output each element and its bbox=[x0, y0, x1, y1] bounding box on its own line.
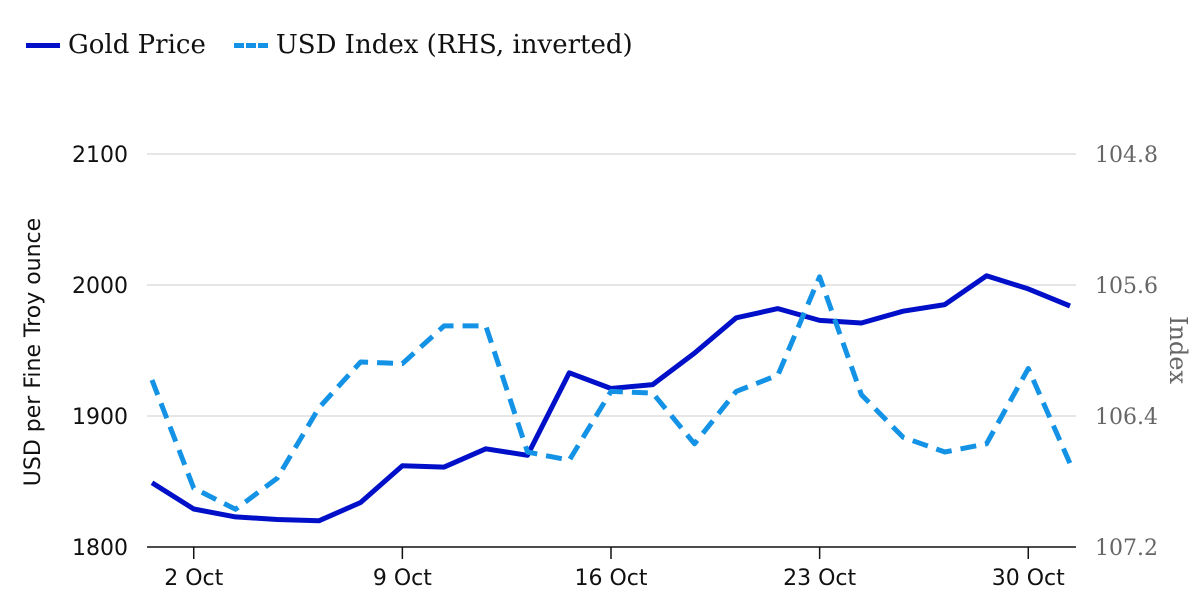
series-line-gold-price bbox=[150, 273, 1071, 524]
y-right-tick-label: 104.8 bbox=[1095, 143, 1158, 168]
y-left-tick-label: 1900 bbox=[72, 405, 128, 430]
gridlines bbox=[147, 153, 1076, 417]
y-axis-title-left: USD per Fine Troy ounce bbox=[21, 218, 46, 486]
x-tick-label: 9 Oct bbox=[373, 566, 432, 591]
y-left-tick-label: 1800 bbox=[72, 536, 128, 561]
y-left-tick-label: 2000 bbox=[72, 274, 128, 299]
series-layer bbox=[149, 273, 1073, 524]
series-line-usd-index bbox=[149, 274, 1073, 512]
x-tick-label: 2 Oct bbox=[164, 566, 223, 591]
axes: 1800 1900 2000 2100 107.2 106.4 105.6 104.8 2 Oc… bbox=[72, 143, 1158, 591]
y-right-tick-label: 106.4 bbox=[1095, 405, 1158, 430]
legend-item-usd[interactable]: USD Index (RHS, inverted) bbox=[233, 30, 633, 60]
x-tick-label: 23 Oct bbox=[783, 566, 856, 591]
legend-swatch-solid-icon bbox=[26, 42, 60, 48]
legend: Gold Price USD Index (RHS, inverted) bbox=[26, 26, 633, 64]
legend-item-gold[interactable]: Gold Price bbox=[26, 30, 206, 60]
y-left-tick-label: 2100 bbox=[72, 143, 128, 168]
y-right-tick-label: 105.6 bbox=[1095, 274, 1158, 299]
y-axis-title-right: Index bbox=[1164, 316, 1192, 385]
legend-swatch-dashed-icon bbox=[233, 42, 268, 48]
x-tick-label: 30 Oct bbox=[992, 566, 1065, 591]
legend-label-usd: USD Index (RHS, inverted) bbox=[275, 30, 633, 60]
x-tick-label: 16 Oct bbox=[574, 566, 647, 591]
y-right-tick-label: 107.2 bbox=[1095, 536, 1158, 561]
legend-label-gold: Gold Price bbox=[68, 30, 206, 60]
